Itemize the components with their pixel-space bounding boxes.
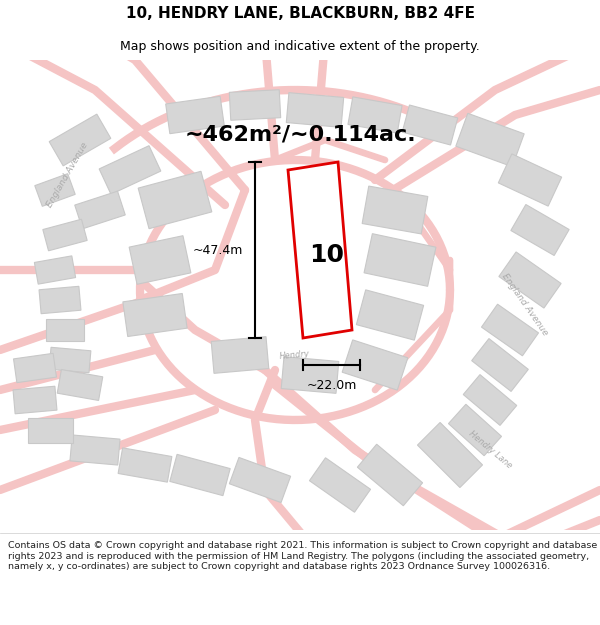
Text: 10: 10 xyxy=(310,243,344,267)
Polygon shape xyxy=(499,252,561,308)
Polygon shape xyxy=(448,404,502,456)
Polygon shape xyxy=(35,174,75,206)
Polygon shape xyxy=(418,422,482,488)
Polygon shape xyxy=(362,186,428,234)
Polygon shape xyxy=(70,435,120,465)
Text: Hendry: Hendry xyxy=(280,349,311,361)
Polygon shape xyxy=(364,234,436,286)
Polygon shape xyxy=(129,236,191,284)
Text: ~22.0m: ~22.0m xyxy=(307,379,356,392)
Polygon shape xyxy=(229,90,281,120)
Polygon shape xyxy=(28,418,73,442)
Polygon shape xyxy=(170,454,230,496)
Polygon shape xyxy=(286,92,344,128)
Polygon shape xyxy=(499,154,562,206)
Polygon shape xyxy=(43,219,87,251)
Polygon shape xyxy=(310,458,371,512)
Polygon shape xyxy=(288,162,352,338)
Polygon shape xyxy=(39,286,81,314)
Text: England Avenue: England Avenue xyxy=(500,272,550,338)
Text: 10, HENDRY LANE, BLACKBURN, BB2 4FE: 10, HENDRY LANE, BLACKBURN, BB2 4FE xyxy=(125,6,475,21)
Polygon shape xyxy=(138,171,212,229)
Polygon shape xyxy=(123,294,187,336)
Polygon shape xyxy=(211,337,269,373)
Polygon shape xyxy=(13,386,57,414)
Polygon shape xyxy=(281,357,339,393)
Polygon shape xyxy=(34,256,76,284)
Text: ~47.4m: ~47.4m xyxy=(193,244,243,256)
Text: England Avenue: England Avenue xyxy=(46,141,91,209)
Text: ~462m²/~0.114ac.: ~462m²/~0.114ac. xyxy=(184,125,416,145)
Polygon shape xyxy=(511,204,569,256)
Text: Hendry Lane: Hendry Lane xyxy=(467,429,513,471)
Polygon shape xyxy=(348,97,402,133)
Polygon shape xyxy=(456,113,524,167)
Polygon shape xyxy=(49,348,91,372)
Polygon shape xyxy=(229,458,290,503)
Polygon shape xyxy=(342,340,408,390)
Polygon shape xyxy=(75,191,125,229)
Polygon shape xyxy=(57,369,103,401)
Text: Map shows position and indicative extent of the property.: Map shows position and indicative extent… xyxy=(120,40,480,53)
Polygon shape xyxy=(118,448,172,482)
Polygon shape xyxy=(166,96,224,134)
Polygon shape xyxy=(46,319,84,341)
Polygon shape xyxy=(481,304,539,356)
Polygon shape xyxy=(14,353,56,382)
Text: Contains OS data © Crown copyright and database right 2021. This information is : Contains OS data © Crown copyright and d… xyxy=(8,541,597,571)
Polygon shape xyxy=(49,114,111,166)
Polygon shape xyxy=(402,105,458,145)
Polygon shape xyxy=(356,290,424,340)
Polygon shape xyxy=(463,374,517,426)
Polygon shape xyxy=(99,146,161,194)
Polygon shape xyxy=(358,444,422,506)
Polygon shape xyxy=(472,339,529,391)
